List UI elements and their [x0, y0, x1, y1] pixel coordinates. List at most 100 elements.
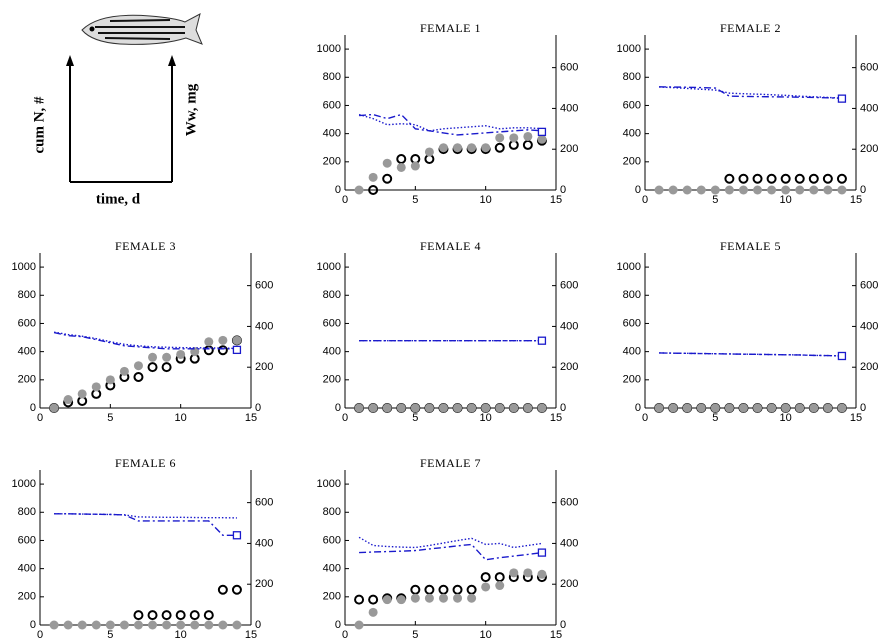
x-tick-label: 5	[412, 194, 418, 206]
point	[668, 403, 678, 413]
y2-tick-label: 600	[560, 62, 578, 74]
point	[176, 620, 186, 630]
point	[162, 620, 172, 630]
point	[781, 403, 791, 413]
panel-title: FEMALE 3	[115, 239, 176, 253]
point	[837, 185, 847, 195]
x-tick-label: 5	[712, 412, 718, 424]
point	[767, 185, 777, 195]
y-tick-label: 800	[18, 506, 36, 518]
y-tick-label: 400	[323, 563, 341, 575]
point	[836, 173, 847, 184]
panel-title: FEMALE 1	[420, 21, 481, 35]
series-line	[659, 352, 842, 357]
point	[189, 610, 200, 621]
y-tick-label: 0	[635, 402, 641, 414]
end-marker	[537, 127, 547, 137]
y2-tick-label: 0	[255, 402, 261, 414]
point	[467, 143, 477, 153]
y-tick-label: 0	[30, 402, 36, 414]
point	[537, 569, 547, 579]
x-tick-label: 0	[342, 194, 348, 206]
point	[368, 172, 378, 182]
point	[837, 403, 847, 413]
x-tick-label: 10	[175, 412, 187, 424]
x-tick-label: 0	[642, 194, 648, 206]
y-tick-label: 0	[335, 402, 341, 414]
x-tick-label: 0	[342, 412, 348, 424]
y2-tick-label: 200	[560, 361, 578, 373]
point	[752, 173, 763, 184]
point	[424, 584, 435, 595]
point	[91, 620, 101, 630]
y-tick-label: 200	[18, 374, 36, 386]
end-marker	[537, 548, 547, 557]
point	[509, 568, 519, 578]
y-tick-label: 1000	[317, 43, 341, 55]
point	[105, 375, 115, 385]
point	[232, 620, 242, 630]
point	[753, 185, 763, 195]
x-tick-label: 10	[480, 194, 492, 206]
point	[495, 581, 505, 591]
end-marker	[232, 345, 242, 355]
series-line	[358, 536, 543, 549]
point	[77, 620, 87, 630]
point	[710, 403, 720, 413]
point	[63, 395, 73, 405]
x-tick-label: 10	[780, 412, 792, 424]
y-tick-label: 600	[323, 534, 341, 546]
point	[232, 335, 242, 345]
series-line	[54, 513, 237, 536]
y2-tick-label: 400	[255, 537, 273, 549]
point	[682, 403, 692, 413]
y-tick-label: 400	[18, 563, 36, 575]
point	[176, 349, 186, 359]
y-tick-label: 800	[623, 71, 641, 83]
point	[738, 173, 749, 184]
point	[368, 185, 379, 195]
point	[466, 584, 477, 595]
x-tick-label: 0	[37, 412, 43, 424]
point	[410, 161, 420, 171]
key-y2-label: Ww, mg	[183, 83, 199, 136]
series-line	[53, 331, 237, 350]
point	[396, 595, 406, 605]
point	[77, 389, 87, 399]
x-tick-label: 0	[642, 412, 648, 424]
x-tick-label: 5	[712, 194, 718, 206]
point	[808, 173, 819, 184]
point	[480, 572, 491, 583]
x-tick-label: 5	[412, 412, 418, 424]
x-tick-label: 15	[245, 412, 257, 424]
y2-tick-label: 200	[560, 143, 578, 155]
point	[438, 143, 448, 153]
y2-tick-label: 200	[255, 361, 273, 373]
x-tick-label: 0	[37, 629, 43, 641]
x-tick-label: 10	[480, 412, 492, 424]
point	[523, 403, 533, 413]
y2-tick-label: 0	[860, 184, 866, 196]
point	[396, 162, 406, 172]
point	[823, 185, 833, 195]
point	[494, 142, 505, 153]
point	[668, 185, 678, 195]
point	[204, 337, 214, 347]
point	[481, 582, 491, 592]
y-tick-label: 400	[323, 128, 341, 140]
point	[453, 403, 463, 413]
y-tick-label: 800	[323, 506, 341, 518]
point	[453, 593, 463, 603]
point	[809, 403, 819, 413]
y2-tick-label: 400	[560, 320, 578, 332]
y-tick-label: 1000	[12, 261, 36, 273]
point	[396, 403, 406, 413]
x-tick-label: 10	[175, 629, 187, 641]
point	[217, 584, 228, 595]
point	[781, 185, 791, 195]
point	[410, 593, 420, 603]
point	[654, 403, 664, 413]
panel-title: FEMALE 6	[115, 456, 176, 470]
y-tick-label: 600	[323, 99, 341, 111]
